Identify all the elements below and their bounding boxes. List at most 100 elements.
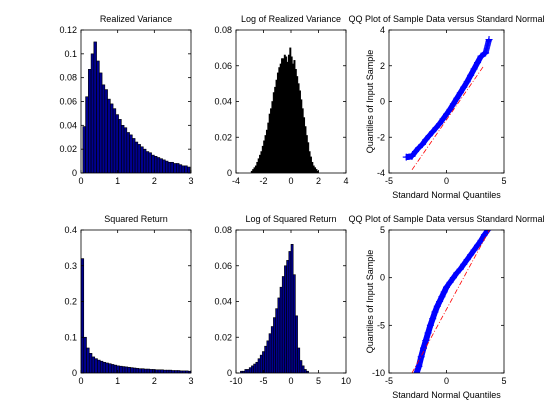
histogram-bar [124, 366, 129, 373]
y-tick-label: 0.3 [64, 261, 77, 271]
x-axis-label: Standard Normal Quantiles [392, 190, 501, 200]
data-point [470, 246, 478, 254]
data-point [474, 241, 482, 249]
histogram-bar [119, 365, 123, 373]
plot-area [81, 258, 191, 373]
x-tick-label: 4 [343, 176, 348, 186]
data-point [470, 65, 478, 73]
histogram-bar [184, 165, 188, 173]
x-tick-label: -5 [259, 376, 267, 386]
data-point [436, 298, 444, 305]
histogram-bar [301, 365, 305, 373]
data-point [467, 71, 475, 79]
histogram-bar [132, 367, 137, 373]
data-point [484, 230, 492, 234]
data-point [446, 105, 454, 113]
y-tick-label: 0.04 [59, 120, 77, 130]
histogram-bar [292, 274, 296, 373]
data-point [415, 144, 423, 152]
data-point [411, 148, 419, 156]
chart-title: Squared Return [104, 214, 168, 224]
histogram-bar [248, 367, 252, 373]
data-point [432, 124, 440, 132]
data-point [446, 278, 454, 286]
data-point [408, 152, 416, 160]
y-tick-label: -4 [377, 168, 385, 178]
histogram-bar [102, 361, 107, 373]
data-point [474, 59, 482, 67]
plot-area [402, 36, 493, 171]
data-point [424, 329, 432, 337]
histogram-bar [275, 308, 279, 373]
histogram-bar [86, 347, 90, 373]
histogram-bar [303, 369, 307, 373]
histogram-bar [101, 84, 106, 173]
histogram-bar [165, 160, 169, 173]
data-point [485, 36, 493, 44]
x-tick-label: 0 [444, 376, 449, 386]
y-tick-label: 0.08 [214, 25, 232, 35]
reference-line [411, 66, 484, 171]
x-tick-label: 2 [152, 376, 157, 386]
histogram-bar [143, 368, 148, 373]
y-tick-label: 0.06 [59, 97, 77, 107]
data-point [477, 52, 485, 60]
data-point [456, 265, 464, 273]
y-tick-label: 0.06 [214, 61, 232, 71]
chart-panel-4: 0 1 2 3 0 0.1 0.2 0.3 0.4 Squared Return [64, 214, 193, 386]
histogram-bar [90, 53, 95, 173]
data-point [453, 269, 461, 277]
data-point [460, 260, 468, 268]
x-tick-label: 5 [316, 376, 321, 386]
histogram-bar [96, 60, 100, 173]
histogram-bar [105, 362, 109, 373]
chart-title: Realized Variance [100, 14, 172, 24]
histogram-bar [281, 276, 285, 373]
histogram-bar [127, 366, 131, 373]
data-point [463, 78, 471, 86]
histogram-bar [173, 163, 177, 173]
data-point [415, 362, 423, 370]
x-tick-label: 1 [115, 376, 120, 386]
histogram-bar [257, 358, 261, 373]
histogram-bar [163, 369, 167, 373]
x-tick-label: 3 [188, 176, 193, 186]
histogram-bar [94, 358, 98, 373]
x-tick-label: 10 [341, 376, 351, 386]
histogram-bar [141, 368, 145, 373]
chart-title: QQ Plot of Sample Data versus Standard N… [348, 214, 544, 224]
x-tick-label: 2 [152, 176, 157, 186]
histogram-bar [115, 114, 119, 173]
data-point [413, 369, 421, 373]
y-axis-label: Quantiles of Input Sample [365, 50, 375, 154]
histogram-bar [85, 96, 89, 173]
y-tick-label: -5 [377, 320, 385, 330]
x-tick-label: 0 [288, 376, 293, 386]
data-point [438, 293, 446, 301]
x-tick-label: 0 [78, 376, 83, 386]
y-tick-label: 0.1 [64, 332, 77, 342]
histogram-bar [266, 340, 270, 373]
x-axis-label: Standard Normal Quantiles [392, 390, 501, 400]
histogram-bar [165, 369, 170, 373]
y-axis-label: Quantiles of Input Sample [365, 250, 375, 354]
histogram-bar [88, 69, 92, 173]
data-point [436, 120, 444, 128]
plot-area [240, 244, 309, 373]
y-tick-label: 0 [72, 368, 77, 378]
histogram-bar [110, 103, 114, 173]
data-point [453, 94, 461, 102]
x-tick-label: 5 [501, 376, 506, 386]
chart-panel-1: 0 1 2 3 0 0.02 0.04 0.06 0.08 0.1 0.12 Realized Var… [59, 14, 193, 186]
x-tick-label: -2 [259, 176, 267, 186]
histogram-bar [140, 146, 144, 173]
histogram-bar [121, 366, 126, 373]
plot-area [411, 230, 492, 373]
histogram-bar [162, 159, 166, 173]
histogram-bar [99, 360, 104, 373]
y-tick-label: 0.1 [64, 49, 77, 59]
histogram-bar [123, 127, 128, 173]
x-tick-label: 3 [188, 376, 193, 386]
histogram-bar [149, 369, 153, 373]
